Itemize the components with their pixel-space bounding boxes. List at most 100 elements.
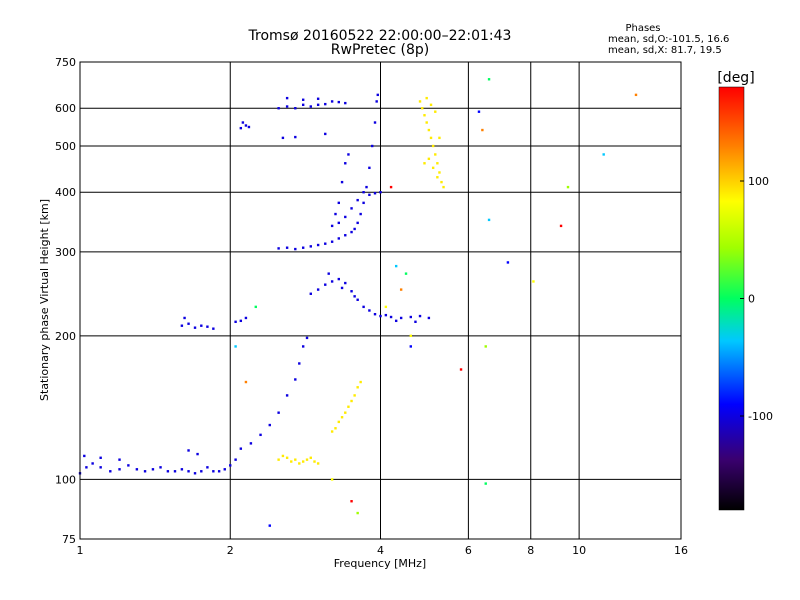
data-point	[277, 411, 280, 414]
data-point	[229, 464, 232, 467]
data-point	[384, 305, 388, 309]
data-point	[330, 478, 334, 481]
data-point	[239, 126, 243, 130]
data-point	[431, 166, 435, 170]
data-point	[234, 345, 237, 348]
data-point	[277, 247, 280, 250]
data-point	[434, 153, 437, 156]
data-point	[418, 314, 422, 318]
data-point	[334, 427, 337, 430]
x-axis-label: Frequency [MHz]	[334, 557, 426, 570]
data-point	[99, 456, 102, 459]
data-point	[359, 380, 362, 384]
data-point	[290, 460, 293, 463]
data-point	[350, 290, 353, 293]
data-point	[301, 345, 305, 348]
data-point	[316, 462, 320, 465]
data-point	[259, 433, 262, 437]
data-point	[277, 458, 280, 461]
colorbar	[718, 86, 745, 511]
grid-lines	[80, 62, 681, 539]
data-point	[532, 280, 535, 283]
data-point	[431, 144, 435, 148]
data-point	[340, 416, 344, 419]
data-point	[394, 264, 398, 268]
data-point	[309, 456, 312, 459]
data-point	[244, 316, 248, 320]
data-point	[389, 185, 393, 189]
data-point	[337, 420, 341, 424]
data-point	[234, 320, 237, 323]
data-point	[187, 470, 190, 473]
data-point	[143, 470, 147, 473]
data-point	[316, 97, 320, 100]
x-axis-ticks: 1 2 4 6 8 10 16	[77, 544, 689, 557]
data-point	[487, 78, 491, 81]
data-point	[241, 121, 245, 124]
data-point	[135, 468, 139, 471]
data-point	[200, 324, 203, 327]
data-point	[294, 247, 297, 251]
data-point	[330, 430, 334, 433]
data-point	[368, 166, 371, 170]
data-point	[344, 215, 347, 219]
data-point	[324, 242, 327, 245]
data-point	[127, 464, 130, 467]
data-point	[294, 135, 297, 139]
colorbar-ticks: 100 0 -100	[740, 175, 773, 423]
data-point	[249, 442, 253, 445]
data-point	[206, 325, 209, 328]
data-point	[362, 305, 365, 309]
data-point	[344, 162, 347, 165]
data-point	[379, 191, 382, 194]
data-point	[399, 316, 403, 320]
data-point	[327, 272, 330, 275]
data-point	[309, 292, 312, 295]
data-point	[234, 458, 237, 461]
data-point	[118, 468, 121, 471]
data-point	[409, 315, 412, 319]
data-point	[373, 192, 377, 195]
data-point	[394, 319, 398, 323]
data-point	[353, 227, 356, 231]
data-point	[91, 462, 94, 465]
data-point	[180, 324, 184, 327]
data-point	[193, 472, 197, 475]
data-point	[212, 470, 215, 473]
data-point	[324, 132, 327, 136]
x-tick-label: 4	[377, 544, 384, 557]
chart-subtitle: RwPretec (8p)	[331, 42, 429, 58]
data-point	[223, 468, 226, 471]
data-point	[356, 221, 359, 225]
data-point	[399, 288, 403, 291]
data-point	[83, 454, 86, 458]
data-point	[440, 180, 443, 184]
data-point	[429, 103, 433, 107]
data-point	[217, 470, 221, 473]
data-point	[356, 511, 359, 515]
data-point	[423, 114, 426, 117]
data-point	[285, 105, 289, 108]
data-point	[459, 368, 463, 371]
data-point	[337, 221, 341, 225]
data-point	[254, 305, 257, 309]
x-tick-label: 16	[674, 544, 688, 557]
data-point	[427, 316, 431, 320]
data-point	[316, 103, 320, 107]
data-point	[268, 524, 271, 527]
data-point	[438, 171, 441, 174]
x-tick-label: 1	[77, 544, 84, 557]
data-point	[409, 334, 412, 338]
data-point	[309, 105, 312, 108]
colorbar-tick-label: 100	[748, 175, 769, 188]
data-point	[285, 96, 289, 100]
data-point	[330, 100, 334, 103]
data-point	[477, 110, 481, 113]
data-point	[166, 470, 170, 473]
data-point	[484, 345, 487, 348]
data-point	[334, 212, 337, 216]
stats-line-o: mean, sd,O:-101.5, 16.6	[608, 34, 729, 45]
data-point	[196, 452, 199, 456]
data-point	[350, 399, 353, 403]
data-point	[99, 466, 102, 469]
